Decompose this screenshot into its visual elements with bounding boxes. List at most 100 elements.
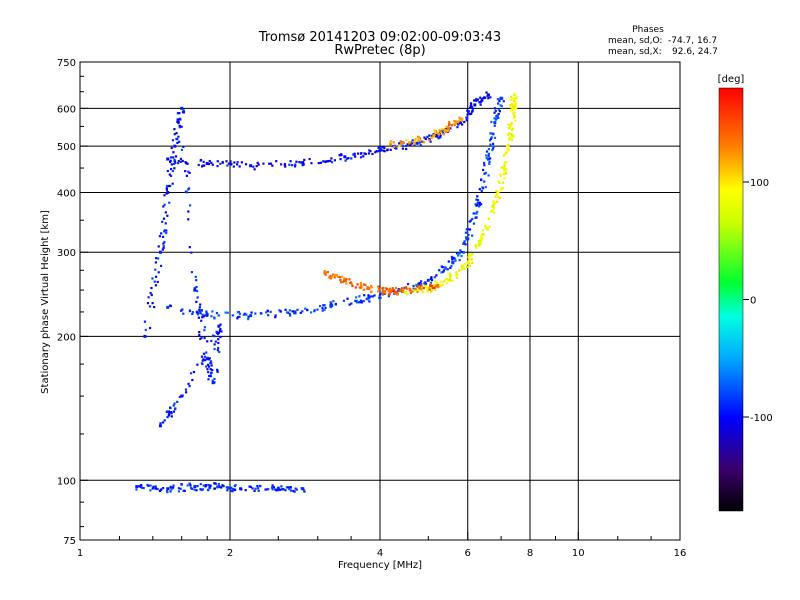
data-point: [379, 147, 382, 150]
data-point: [510, 106, 513, 109]
data-point: [338, 154, 341, 157]
data-point: [450, 124, 454, 127]
data-point: [147, 296, 150, 299]
data-point: [188, 385, 191, 388]
data-point: [306, 309, 309, 312]
data-point: [206, 363, 210, 366]
data-point: [383, 146, 386, 149]
data-point: [169, 156, 173, 159]
data-point: [360, 301, 363, 304]
data-point: [219, 335, 222, 339]
data-point: [304, 307, 307, 310]
data-point: [478, 201, 481, 204]
data-point: [340, 153, 343, 156]
data-point: [366, 286, 369, 289]
data-point: [402, 290, 405, 294]
data-point: [165, 192, 168, 195]
data-point: [234, 488, 237, 491]
data-point: [455, 276, 459, 279]
data-point: [420, 282, 423, 285]
data-point: [490, 120, 493, 124]
data-point: [299, 311, 302, 314]
y-tick-label: 750: [57, 58, 76, 69]
data-point: [475, 99, 478, 102]
colorbar-ticks: 100 0 -100: [743, 178, 773, 424]
data-point: [509, 98, 512, 101]
data-point: [428, 288, 431, 291]
y-tick-label: 600: [57, 104, 76, 115]
data-point: [366, 298, 369, 301]
data-point: [435, 133, 438, 136]
data-point: [358, 295, 361, 298]
data-point: [514, 97, 517, 100]
data-point: [173, 128, 176, 131]
data-point: [329, 301, 332, 304]
data-point: [457, 120, 460, 123]
data-point: [482, 96, 485, 100]
data-point: [498, 99, 501, 103]
data-point: [207, 371, 210, 374]
data-point: [349, 281, 352, 285]
data-point: [167, 184, 171, 188]
data-point: [201, 362, 204, 366]
data-point: [172, 404, 175, 407]
data-point: [187, 210, 190, 213]
data-point: [480, 233, 484, 237]
data-point: [457, 123, 460, 126]
data-point: [369, 150, 372, 153]
data-point: [417, 138, 421, 141]
data-point: [192, 370, 196, 374]
data-point: [195, 289, 199, 293]
data-point: [378, 294, 381, 297]
data-point: [318, 304, 322, 308]
data-point: [170, 488, 173, 491]
data-point: [196, 484, 199, 488]
data-point: [388, 292, 391, 295]
data-point: [247, 317, 250, 321]
data-point: [243, 312, 246, 315]
data-point: [143, 334, 147, 338]
data-point: [197, 316, 200, 319]
data-point: [167, 487, 170, 490]
data-point: [294, 163, 297, 166]
data-point: [216, 370, 219, 373]
data-point: [453, 119, 456, 123]
data-point: [213, 487, 217, 490]
data-point: [290, 489, 293, 492]
data-point: [195, 286, 198, 289]
data-point: [255, 165, 258, 168]
data-point: [169, 304, 172, 307]
data-point: [144, 328, 147, 332]
data-point: [476, 98, 480, 101]
data-point: [166, 491, 169, 494]
data-point: [461, 117, 464, 120]
data-point: [279, 163, 283, 166]
data-point: [470, 105, 473, 109]
y-tick-label: 300: [57, 248, 76, 259]
data-point: [169, 485, 172, 488]
data-point: [173, 133, 176, 136]
data-point: [213, 317, 216, 320]
data-point: [483, 172, 486, 175]
data-point: [453, 124, 456, 127]
data-point: [437, 137, 440, 140]
data-point: [333, 276, 336, 279]
data-point: [353, 154, 356, 157]
data-point: [463, 267, 466, 271]
data-point: [161, 421, 165, 424]
data-point: [397, 289, 401, 292]
data-point: [368, 300, 371, 303]
data-point: [323, 304, 326, 307]
data-point: [232, 165, 235, 168]
data-point: [421, 291, 424, 294]
data-point: [203, 164, 206, 167]
data-point: [185, 174, 188, 177]
data-point: [460, 265, 463, 268]
data-point: [354, 299, 357, 302]
data-point: [506, 143, 510, 146]
data-point: [355, 301, 358, 304]
data-point: [439, 134, 442, 137]
data-point: [159, 264, 163, 267]
data-point: [289, 314, 292, 317]
